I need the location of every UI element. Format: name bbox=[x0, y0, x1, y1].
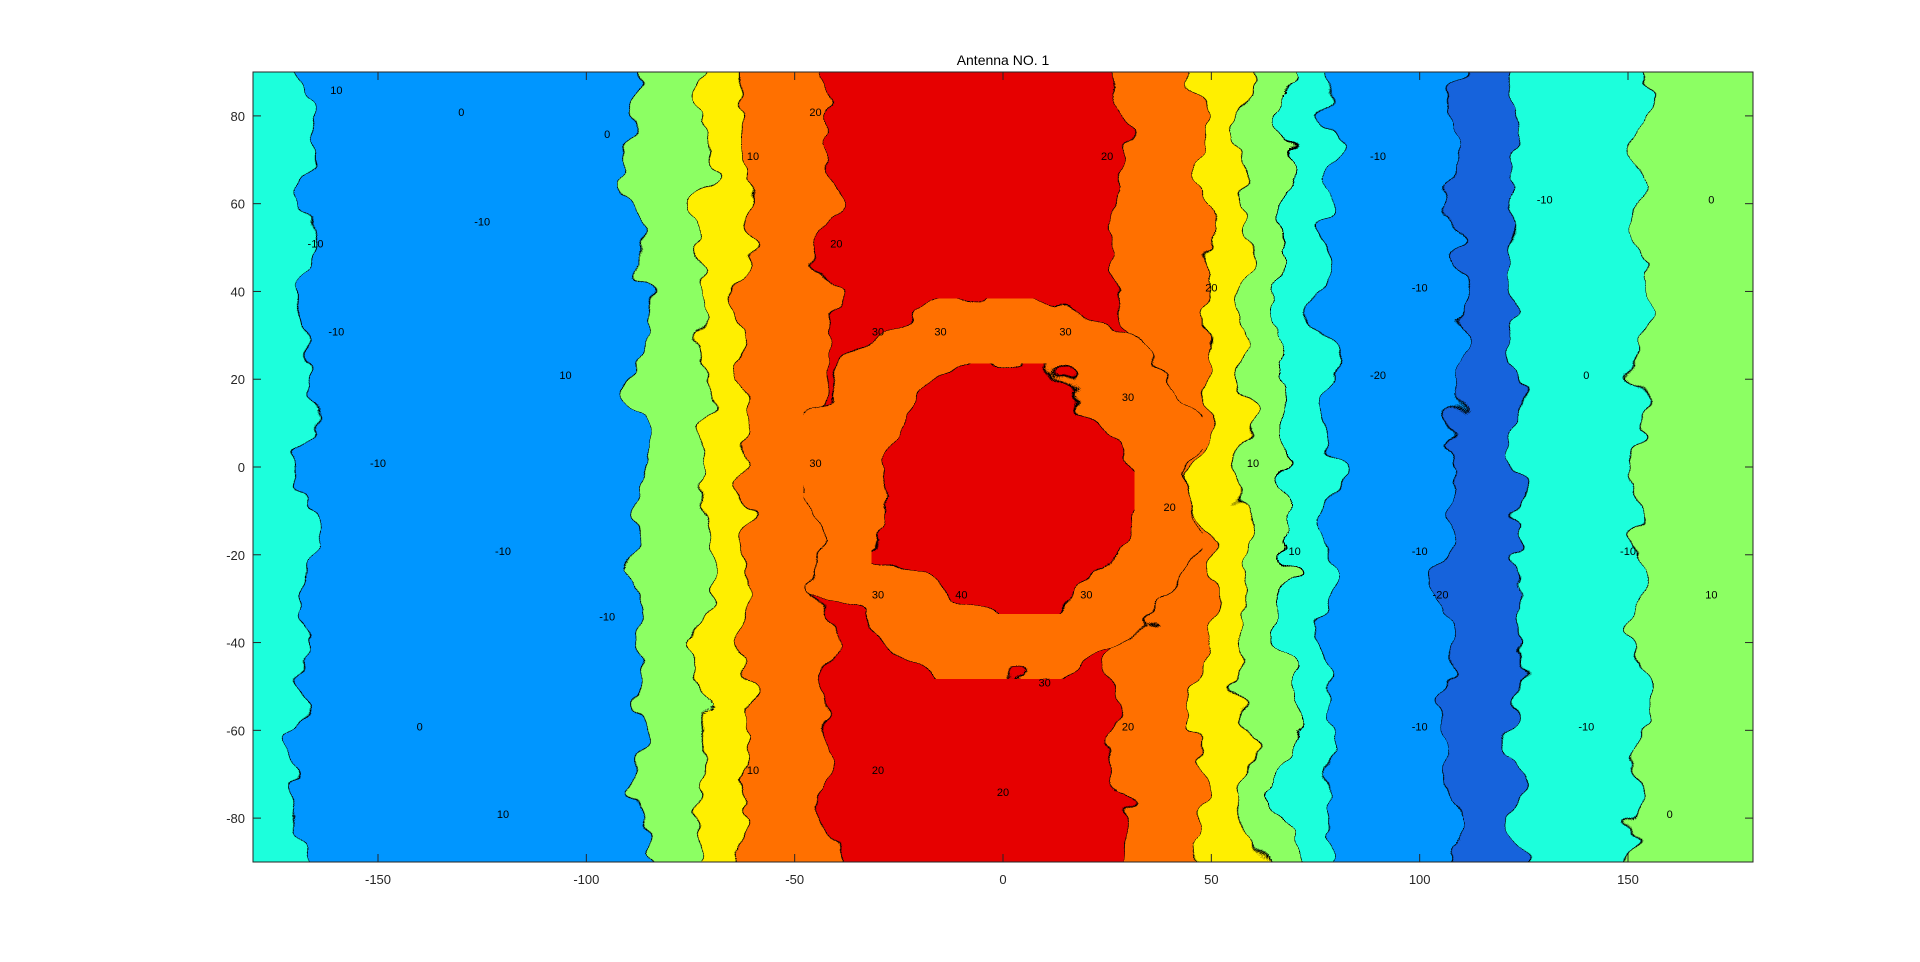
contour-label: -10 bbox=[1537, 195, 1553, 207]
y-tick-label: 20 bbox=[231, 372, 245, 387]
x-tick-label: -100 bbox=[573, 872, 599, 887]
contour-label: 30 bbox=[872, 590, 884, 602]
contour-fill-zones bbox=[253, 72, 1753, 862]
contour-labels: 10 0 0 -10 -10 -10 10 -10 -10 -10 0 10 10 20 20 30 30 30 4… bbox=[308, 85, 1718, 821]
y-tick-label: 0 bbox=[238, 460, 245, 475]
contour-label: 20 bbox=[1101, 151, 1113, 163]
contour-label: 20 bbox=[809, 107, 821, 119]
contour-label: 0 bbox=[604, 129, 610, 141]
x-tick-label: -150 bbox=[365, 872, 391, 887]
contour-label: -20 bbox=[1370, 370, 1386, 382]
contour-label: -10 bbox=[1412, 546, 1428, 558]
contour-label: 40 bbox=[955, 590, 967, 602]
contour-label: 10 bbox=[559, 370, 571, 382]
contour-label: 20 bbox=[1164, 502, 1176, 514]
contour-label: 20 bbox=[830, 239, 842, 251]
contour-peak bbox=[803, 298, 1203, 680]
contour-label: 20 bbox=[997, 787, 1009, 799]
y-tick-label: -60 bbox=[226, 723, 245, 738]
contour-label: -10 bbox=[1412, 282, 1428, 294]
contour-label: -10 bbox=[328, 326, 344, 338]
contour-zone-1 bbox=[305, 72, 701, 862]
y-tick-label: 80 bbox=[231, 109, 245, 124]
contour-label: -10 bbox=[1620, 546, 1636, 558]
contour-label: -10 bbox=[1412, 721, 1428, 733]
peak-ring-1 bbox=[871, 363, 1135, 615]
y-axis: 80 60 40 20 0 -20 -40 -60 -80 bbox=[226, 109, 1753, 826]
x-tick-label: 150 bbox=[1617, 872, 1639, 887]
x-axis: -150 -100 -50 0 50 100 150 bbox=[365, 72, 1639, 887]
contour-label: 30 bbox=[809, 458, 821, 470]
y-tick-label: 60 bbox=[231, 197, 245, 212]
contour-label: 0 bbox=[417, 721, 423, 733]
x-tick-label: 0 bbox=[999, 872, 1006, 887]
y-tick-label: -20 bbox=[226, 548, 245, 563]
contour-label: -10 bbox=[599, 612, 615, 624]
x-tick-label: 50 bbox=[1204, 872, 1218, 887]
contour-label: 20 bbox=[1122, 721, 1134, 733]
contour-label: -10 bbox=[308, 239, 324, 251]
contour-label: 10 bbox=[330, 85, 342, 97]
contour-label: 30 bbox=[1122, 392, 1134, 404]
contour-label: 30 bbox=[1080, 590, 1092, 602]
contour-label: -10 bbox=[495, 546, 511, 558]
contour-label: 10 bbox=[747, 151, 759, 163]
contour-label: 0 bbox=[1583, 370, 1589, 382]
contour-label: 30 bbox=[1039, 677, 1051, 689]
contour-label: 30 bbox=[872, 326, 884, 338]
contour-label: -10 bbox=[370, 458, 386, 470]
contour-label: 30 bbox=[934, 326, 946, 338]
contour-label: 0 bbox=[1708, 195, 1714, 207]
contour-label: 10 bbox=[1247, 458, 1259, 470]
y-tick-label: 40 bbox=[231, 284, 245, 299]
contour-label: 20 bbox=[872, 765, 884, 777]
y-tick-label: -80 bbox=[226, 811, 245, 826]
contour-label: -10 bbox=[474, 217, 490, 229]
contour-label: 0 bbox=[1667, 809, 1673, 821]
chart-title: Antenna NO. 1 bbox=[957, 52, 1050, 68]
contour-label: 10 bbox=[747, 765, 759, 777]
contour-label: 0 bbox=[458, 107, 464, 119]
contour-label: 30 bbox=[1059, 326, 1071, 338]
contour-label: -10 bbox=[1370, 151, 1386, 163]
x-tick-label: 100 bbox=[1409, 872, 1431, 887]
plot-area: 10 0 0 -10 -10 -10 10 -10 -10 -10 0 10 10 20 20 30 30 30 4… bbox=[253, 72, 1753, 862]
x-tick-label: -50 bbox=[785, 872, 804, 887]
contour-zone-13 bbox=[1639, 72, 1753, 862]
contour-label: -20 bbox=[1433, 590, 1449, 602]
contour-label: -10 bbox=[1578, 721, 1594, 733]
y-tick-label: -40 bbox=[226, 636, 245, 651]
contour-label: 10 bbox=[1289, 546, 1301, 558]
contour-label: 20 bbox=[1205, 282, 1217, 294]
contour-label: 10 bbox=[497, 809, 509, 821]
contour-label: 10 bbox=[1705, 590, 1717, 602]
